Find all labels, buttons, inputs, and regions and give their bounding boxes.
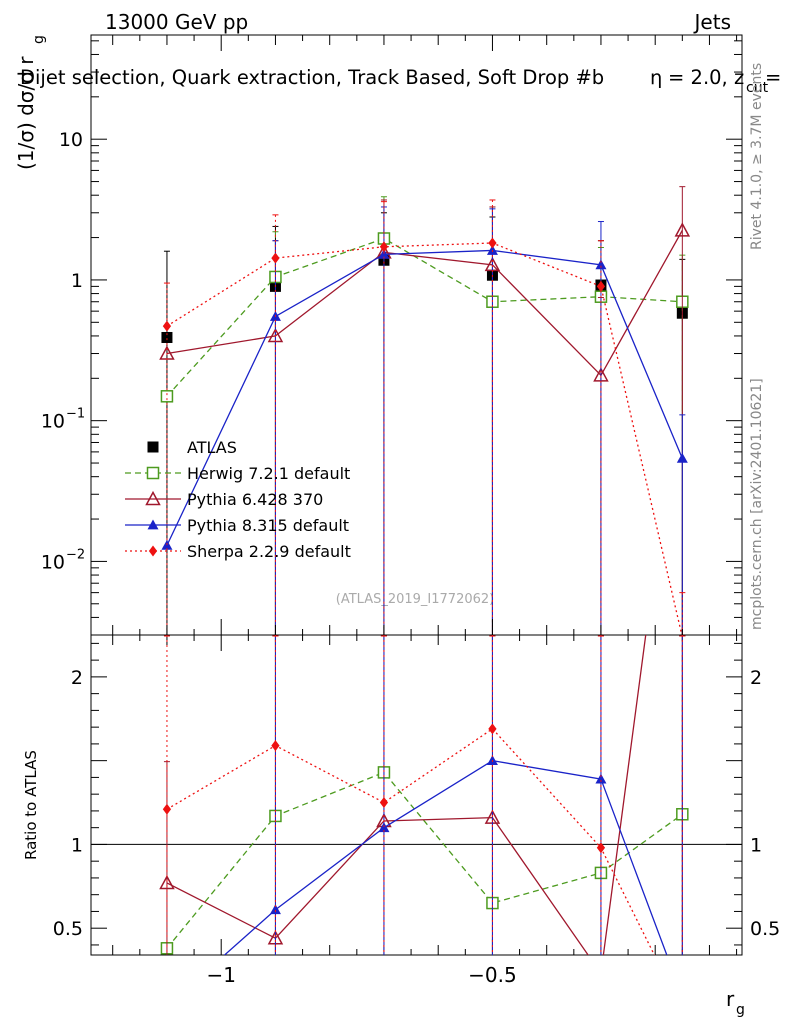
ratio-point (159, 874, 175, 890)
ratio-point (162, 803, 172, 815)
xlabel-text: r (726, 987, 735, 1011)
xlabel-sub: g (736, 1002, 745, 1018)
legend-marker (147, 441, 159, 453)
legend-label: Pythia 8.315 default (187, 516, 349, 535)
series-sherpa-2-2-9-default (162, 199, 686, 635)
main-point (271, 252, 280, 264)
ratio-ylabel: Ratio to ATLAS (22, 750, 40, 860)
main-ytick-label: 10 (41, 411, 65, 433)
legend-marker (145, 490, 161, 506)
main-line-pythia-8-315-default (166, 249, 683, 546)
legend-item: Herwig 7.2.1 default (125, 464, 350, 483)
main-series-area (159, 186, 691, 635)
title-main: Dijet selection, Quark extraction, Track… (20, 66, 604, 89)
xtick-label: −1 (206, 963, 235, 987)
ratio-point (271, 740, 280, 752)
ratio-ytick-label-right: 1 (750, 834, 762, 856)
main-point (160, 390, 174, 403)
ratio-series-sherpa-2-2-9-default (162, 635, 686, 955)
ratio-ytick-label-right: 0.5 (750, 918, 780, 940)
ratio-series-herwig-7-2-1-default (160, 635, 689, 955)
title-suffix: = 2.0, z (668, 66, 744, 89)
mcplots-label: mcplots.cern.ch [arXiv:2401.10621] (749, 378, 765, 630)
legend-marker (146, 466, 160, 480)
main-ytick-label: 10 (59, 129, 83, 151)
title-end: = (765, 66, 781, 89)
legend-item: Pythia 6.428 370 (125, 490, 323, 509)
legend: ATLAS Herwig 7.2.1 default Pythia 6.428 37… (125, 438, 351, 561)
series-atlas (161, 212, 688, 635)
main-line-herwig-7-2-1-default (166, 237, 683, 397)
xlabel: r g (726, 987, 745, 1018)
ratio-panel: 0.5 0.5 1 1 2 2 −1 −0.5 (53, 35, 780, 987)
main-point (595, 259, 607, 270)
main-point (596, 280, 606, 292)
ratio-point (595, 773, 607, 784)
ratio-line-pythia-6-428-370 (166, 635, 647, 955)
ratio-point (379, 797, 389, 809)
legend-item: Sherpa 2.2.9 default (125, 542, 351, 561)
main-ytick-label: 10 (41, 551, 65, 573)
legend-label: Pythia 6.428 370 (187, 490, 323, 509)
main-point (486, 244, 498, 255)
main-line-sherpa-2-2-9-default (166, 242, 683, 635)
legend-item: ATLAS (147, 438, 237, 457)
ratio-point (378, 822, 390, 833)
ratio-point (596, 842, 606, 854)
legend-item: Pythia 8.315 default (125, 516, 349, 535)
series-herwig-7-2-1-default (160, 196, 689, 635)
legend-marker (147, 519, 159, 530)
main-ytick-label: 1 (71, 270, 83, 292)
main-point (674, 222, 691, 237)
analysis-watermark: (ATLAS_2019_I1772062) (336, 592, 494, 607)
legend-marker (148, 545, 158, 557)
main-line-pythia-6-428-370 (166, 230, 683, 377)
main-ylabel-text: (1/σ) dσ/d r (14, 56, 38, 170)
title-eta: η (650, 66, 662, 89)
main-point (488, 237, 497, 249)
ratio-frame (90, 634, 743, 956)
main-ytick-exp: −1 (66, 407, 85, 422)
series-pythia-8-315-default (161, 206, 688, 635)
rivet-version-label: Rivet 4.1.0, ≥ 3.7M events (749, 63, 765, 250)
ratio-point (488, 723, 497, 735)
ratio-line-herwig-7-2-1-default (166, 771, 683, 949)
ratio-series-area (159, 635, 689, 955)
plot-title: Dijet selection, Quark extraction, Track… (20, 66, 781, 96)
legend-label: ATLAS (187, 438, 237, 457)
main-point (378, 248, 390, 259)
main-point (379, 241, 389, 253)
legend-label: Herwig 7.2.1 default (187, 464, 350, 483)
main-point (676, 452, 688, 463)
ratio-ytick-label-right: 2 (750, 667, 762, 689)
series-pythia-6-428-370 (159, 186, 691, 635)
main-point (161, 331, 173, 343)
legend-label: Sherpa 2.2.9 default (187, 542, 351, 561)
title-sub: cut (746, 80, 769, 96)
ratio-line-pythia-8-315-default (223, 759, 668, 955)
main-ylabel-sub: g (31, 35, 47, 44)
energy-label: 13000 GeV pp (105, 10, 248, 34)
main-point (162, 320, 172, 332)
category-label: Jets (693, 10, 731, 34)
xtick-label: −0.5 (468, 963, 517, 987)
main-ylabel: (1/σ) dσ/d r g (14, 35, 47, 170)
main-ytick-exp: −2 (66, 547, 85, 562)
ratio-ytick-label: 0.5 (53, 918, 83, 940)
ratio-series-pythia-8-315-default (223, 635, 686, 955)
ratio-line-sherpa-2-2-9-default (166, 727, 656, 955)
ratio-series-pythia-6-428-370 (159, 635, 686, 955)
ratio-ytick-label: 2 (71, 667, 83, 689)
ratio-point (269, 904, 281, 915)
ratio-ytick-label: 1 (71, 834, 83, 856)
